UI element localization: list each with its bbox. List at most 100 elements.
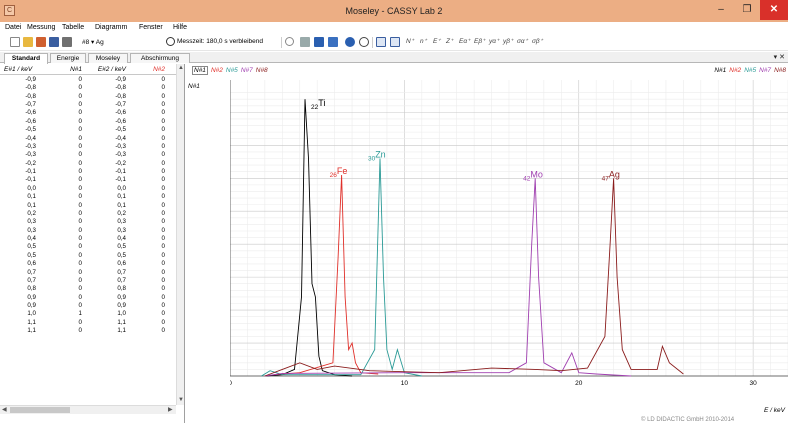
table-cell[interactable]: 0 bbox=[161, 293, 165, 301]
tab-menu-close[interactable]: ▾ ✕ bbox=[773, 54, 785, 61]
table-row[interactable]: -0,8 0 -0,8 0 bbox=[0, 93, 176, 101]
table-cell[interactable]: -0,6 bbox=[25, 109, 36, 117]
symbol-Z-plus[interactable]: Z⁺ bbox=[446, 38, 454, 45]
scroll-up-icon[interactable]: ▲ bbox=[178, 65, 184, 71]
table-cell[interactable]: 0,7 bbox=[117, 268, 126, 276]
scroll-down-icon[interactable]: ▼ bbox=[178, 397, 184, 403]
table-cell[interactable]: 0 bbox=[78, 193, 82, 201]
table-cell[interactable]: 0 bbox=[78, 168, 82, 176]
menu-hilfe[interactable]: Hilfe bbox=[173, 24, 188, 31]
table-cell[interactable]: 1,0 bbox=[117, 310, 126, 318]
table-cell[interactable]: -0,5 bbox=[115, 126, 126, 134]
legend-item[interactable]: N#5 bbox=[225, 67, 238, 74]
table-cell[interactable]: 0 bbox=[78, 201, 82, 209]
table-cell[interactable]: -0,6 bbox=[115, 109, 126, 117]
table-row[interactable]: -0,4 0 -0,4 0 bbox=[0, 135, 176, 143]
table-row[interactable]: 0,9 0 0,9 0 bbox=[0, 294, 176, 302]
table-cell[interactable]: 0,5 bbox=[27, 243, 36, 251]
table-row[interactable]: 0,1 0 0,1 0 bbox=[0, 202, 176, 210]
open-folder-icon[interactable] bbox=[23, 37, 33, 47]
table-cell[interactable]: 0 bbox=[161, 109, 165, 117]
save-icon[interactable] bbox=[49, 37, 59, 47]
table-cell[interactable]: 0,3 bbox=[27, 226, 36, 234]
legend-item[interactable]: N#8 bbox=[255, 67, 268, 74]
table-cell[interactable]: 0,1 bbox=[27, 201, 36, 209]
table-cell[interactable]: 0 bbox=[161, 301, 165, 309]
new-file-icon[interactable] bbox=[10, 37, 20, 47]
table-cell[interactable]: 0 bbox=[78, 260, 82, 268]
table-cell[interactable]: 0 bbox=[78, 184, 82, 192]
table-cell[interactable]: 0 bbox=[161, 168, 165, 176]
table-row[interactable]: -0,3 0 -0,3 0 bbox=[0, 143, 176, 151]
table-cell[interactable]: 0 bbox=[78, 101, 82, 109]
table-cell[interactable]: 0,6 bbox=[27, 260, 36, 268]
close-button[interactable]: ✕ bbox=[760, 0, 788, 20]
table-cell[interactable]: 0,1 bbox=[117, 193, 126, 201]
table-row[interactable]: 0,0 0 0,0 0 bbox=[0, 185, 176, 193]
symbol-n-plus[interactable]: n⁺ bbox=[420, 38, 428, 45]
table-cell[interactable]: 0 bbox=[161, 251, 165, 259]
spectrum-chart[interactable]: 050100150200250300350400010203022Ti26Fe3… bbox=[230, 80, 788, 388]
table-cell[interactable]: 0,9 bbox=[27, 293, 36, 301]
legend-item[interactable]: N#2 bbox=[729, 67, 742, 74]
scroll-thumb[interactable] bbox=[10, 407, 70, 413]
column-header[interactable]: N#1 bbox=[70, 66, 82, 73]
table-cell[interactable]: 1 bbox=[78, 310, 82, 318]
table-cell[interactable]: -0,8 bbox=[115, 92, 126, 100]
title-bar[interactable]: C Moseley - CASSY Lab 2 – ❐ ✕ bbox=[0, 0, 788, 22]
table-icon[interactable] bbox=[300, 37, 310, 47]
table-cell[interactable]: 0,3 bbox=[117, 226, 126, 234]
table-cell[interactable]: 0,9 bbox=[117, 293, 126, 301]
scroll-right-icon[interactable]: ▶ bbox=[168, 407, 173, 413]
table-cell[interactable]: 0 bbox=[78, 218, 82, 226]
legend-item[interactable]: N#8 bbox=[774, 67, 786, 74]
table-cell[interactable]: 0,9 bbox=[27, 301, 36, 309]
table-cell[interactable]: 0,0 bbox=[27, 184, 36, 192]
column-header[interactable]: N#2 bbox=[153, 66, 165, 73]
table-cell[interactable]: -0,3 bbox=[25, 142, 36, 150]
table-cell[interactable]: 0 bbox=[161, 134, 165, 142]
table-cell[interactable]: 0 bbox=[78, 117, 82, 125]
table-cell[interactable]: 0 bbox=[161, 193, 165, 201]
table-cell[interactable]: 0 bbox=[161, 101, 165, 109]
table-row[interactable]: -0,1 0 -0,1 0 bbox=[0, 168, 176, 176]
table-cell[interactable]: 0 bbox=[78, 226, 82, 234]
table-row[interactable]: -0,6 0 -0,6 0 bbox=[0, 118, 176, 126]
display-icon[interactable] bbox=[328, 37, 338, 47]
table-cell[interactable]: -0,3 bbox=[25, 151, 36, 159]
table-cell[interactable]: 0 bbox=[161, 285, 165, 293]
table-cell[interactable]: 0 bbox=[161, 117, 165, 125]
symbol-sigmabeta-plus[interactable]: σβ⁺ bbox=[532, 38, 544, 45]
window-arrange-icon[interactable] bbox=[390, 37, 400, 47]
table-cell[interactable]: 0 bbox=[78, 251, 82, 259]
table-cell[interactable]: 0,7 bbox=[117, 276, 126, 284]
table-cell[interactable]: 0 bbox=[78, 276, 82, 284]
zero-icon[interactable] bbox=[285, 37, 294, 46]
table-cell[interactable]: -0,1 bbox=[115, 176, 126, 184]
maximize-button[interactable]: ❐ bbox=[742, 4, 752, 15]
table-cell[interactable]: 0 bbox=[161, 151, 165, 159]
table-row[interactable]: 0,5 0 0,5 0 bbox=[0, 243, 176, 251]
table-cell[interactable]: 0 bbox=[78, 318, 82, 326]
table-cell[interactable]: 0 bbox=[161, 76, 165, 83]
table-cell[interactable]: -0,8 bbox=[25, 92, 36, 100]
table-cell[interactable]: 0 bbox=[78, 243, 82, 251]
table-cell[interactable]: -0,3 bbox=[115, 151, 126, 159]
table-cell[interactable]: 0,0 bbox=[117, 184, 126, 192]
table-cell[interactable]: 0 bbox=[78, 327, 82, 335]
table-cell[interactable]: -0,8 bbox=[25, 84, 36, 92]
clock-icon[interactable] bbox=[166, 37, 175, 46]
table-row[interactable]: 0,3 0 0,3 0 bbox=[0, 218, 176, 226]
table-cell[interactable]: 0,3 bbox=[27, 218, 36, 226]
table-cell[interactable]: 0 bbox=[161, 201, 165, 209]
table-row[interactable]: 1,0 1 1,0 0 bbox=[0, 310, 176, 318]
table-cell[interactable]: 0 bbox=[161, 126, 165, 134]
table-cell[interactable]: 0 bbox=[78, 176, 82, 184]
table-cell[interactable]: 0 bbox=[161, 276, 165, 284]
legend-item[interactable]: N#7 bbox=[759, 67, 772, 74]
table-row[interactable]: 0,7 0 0,7 0 bbox=[0, 269, 176, 277]
table-cell[interactable]: 0 bbox=[161, 327, 165, 335]
app-icon[interactable]: C bbox=[4, 5, 15, 16]
menu-datei[interactable]: Datei bbox=[5, 24, 22, 31]
table-cell[interactable]: -0,8 bbox=[115, 84, 126, 92]
